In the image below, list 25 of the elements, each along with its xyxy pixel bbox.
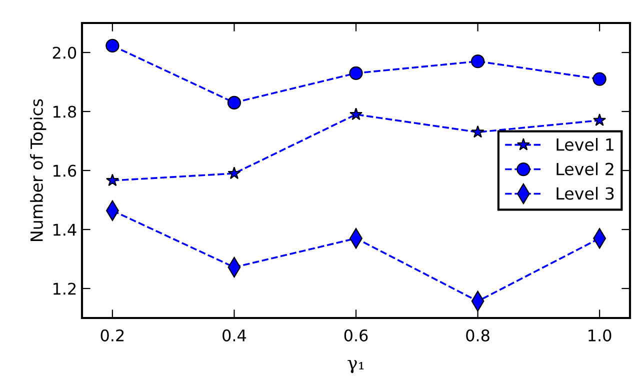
point <box>470 54 485 68</box>
y-tick-label: 1.2 <box>53 282 76 295</box>
legend-label: Level 2 <box>556 162 614 176</box>
point <box>349 66 363 80</box>
x-tick-label: 0.8 <box>466 329 490 342</box>
y-axis-title: Number of Topics <box>30 99 46 241</box>
x-tick-label: 0.2 <box>100 329 124 342</box>
x-tick-label: 0.6 <box>344 329 368 342</box>
y-tick-label: 1.8 <box>53 106 76 118</box>
y-tick-label: 1.4 <box>53 224 76 236</box>
x-axis-title: γ₁ <box>348 360 364 374</box>
legend-label: Level 3 <box>556 186 614 200</box>
point <box>106 38 120 53</box>
point <box>227 96 242 110</box>
y-tick-label: 1.6 <box>53 164 76 177</box>
point <box>228 166 241 180</box>
point <box>592 72 606 86</box>
y-tick-label: 2.0 <box>52 46 76 59</box>
point <box>106 174 119 186</box>
point <box>471 125 484 138</box>
point <box>350 108 362 120</box>
point <box>593 114 606 126</box>
x-tick-label: 0.4 <box>222 329 246 342</box>
legend-label: Level 1 <box>556 138 614 151</box>
x-tick-label: 1.0 <box>588 329 612 342</box>
